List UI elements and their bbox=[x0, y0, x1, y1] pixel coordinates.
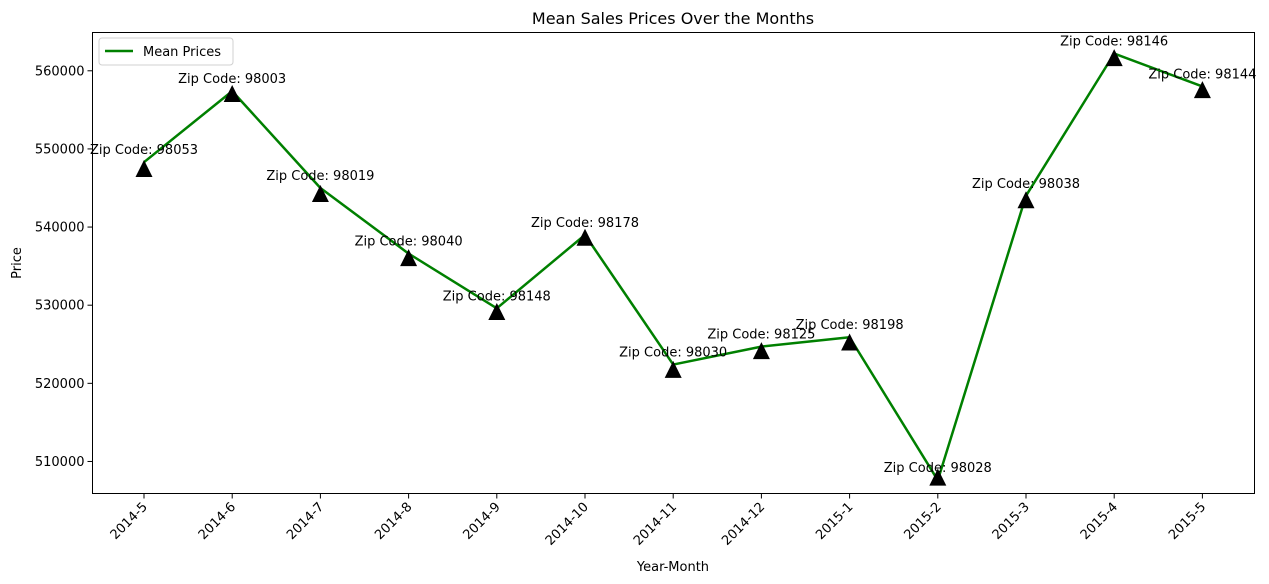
x-tick-label: 2015-1 bbox=[813, 500, 856, 543]
zip-annotation: Zip Code: 98178 bbox=[531, 216, 639, 231]
triangle-marker bbox=[752, 342, 770, 360]
legend: Mean Prices bbox=[98, 37, 234, 66]
y-tick-label: 520000 bbox=[35, 377, 85, 392]
legend-box bbox=[98, 37, 234, 66]
x-tick-label: 2014-11 bbox=[631, 500, 680, 549]
x-tick-label: 2014-7 bbox=[284, 500, 327, 543]
zip-annotation: Zip Code: 98148 bbox=[443, 289, 551, 304]
y-tick-label: 560000 bbox=[35, 64, 85, 79]
triangle-marker bbox=[1017, 191, 1035, 209]
annotation-layer: Zip Code: 98053 Zip Code: 98003 Zip Code: … bbox=[90, 35, 1256, 477]
zip-annotation: Zip Code: 98146 bbox=[1060, 35, 1168, 50]
x-axis: 2014-5 2014-6 2014-7 2014-8 2014-9 2014-10 201… bbox=[108, 493, 1209, 549]
x-tick-label: 2014-8 bbox=[372, 500, 415, 543]
x-tick-label: 2014-6 bbox=[196, 500, 239, 543]
triangle-marker bbox=[1193, 81, 1211, 99]
series-line bbox=[143, 52, 1203, 482]
zip-annotation: Zip Code: 98038 bbox=[972, 177, 1080, 192]
triangle-marker bbox=[223, 85, 241, 103]
triangle-marker bbox=[311, 185, 329, 203]
chart-title: Mean Sales Prices Over the Months bbox=[532, 9, 814, 28]
y-axis-label: Price bbox=[10, 247, 25, 279]
x-tick-label: 2015-5 bbox=[1166, 500, 1209, 543]
zip-annotation: Zip Code: 98125 bbox=[707, 328, 815, 343]
plot-area bbox=[92, 32, 1255, 494]
x-axis-label: Year-Month bbox=[636, 560, 709, 575]
zip-annotation: Zip Code: 98053 bbox=[90, 143, 198, 158]
triangle-marker bbox=[929, 468, 947, 486]
zip-annotation: Zip Code: 98144 bbox=[1148, 67, 1256, 82]
x-tick-label: 2014-12 bbox=[719, 500, 768, 549]
y-tick-label: 510000 bbox=[35, 455, 85, 470]
legend-label: Mean Prices bbox=[143, 45, 221, 60]
triangle-marker bbox=[135, 160, 153, 178]
x-tick-label: 2015-4 bbox=[1078, 500, 1121, 543]
y-tick-label: 550000 bbox=[35, 142, 85, 157]
zip-annotation: Zip Code: 98198 bbox=[796, 318, 904, 333]
x-tick-label: 2014-9 bbox=[460, 500, 503, 543]
x-tick-label: 2015-3 bbox=[990, 500, 1033, 543]
triangle-marker bbox=[400, 249, 418, 267]
series-layer bbox=[143, 52, 1203, 482]
y-tick-label: 540000 bbox=[35, 221, 85, 236]
zip-annotation: Zip Code: 98019 bbox=[266, 169, 374, 184]
triangle-marker bbox=[664, 360, 682, 378]
y-axis: 510000 520000 530000 540000 550000 560000 bbox=[35, 64, 93, 470]
triangle-marker bbox=[488, 303, 506, 321]
triangle-marker bbox=[841, 333, 859, 351]
triangle-marker bbox=[576, 228, 594, 246]
y-tick-label: 530000 bbox=[35, 299, 85, 314]
zip-annotation: Zip Code: 98030 bbox=[619, 346, 727, 361]
x-tick-label: 2015-2 bbox=[901, 500, 944, 543]
x-tick-label: 2014-5 bbox=[108, 500, 151, 543]
zip-annotation: Zip Code: 98003 bbox=[178, 72, 286, 87]
zip-annotation: Zip Code: 98028 bbox=[884, 461, 992, 476]
triangle-marker bbox=[1105, 49, 1123, 67]
x-tick-label: 2014-10 bbox=[543, 500, 592, 549]
zip-annotation: Zip Code: 98040 bbox=[355, 235, 463, 250]
marker-layer bbox=[135, 49, 1211, 486]
